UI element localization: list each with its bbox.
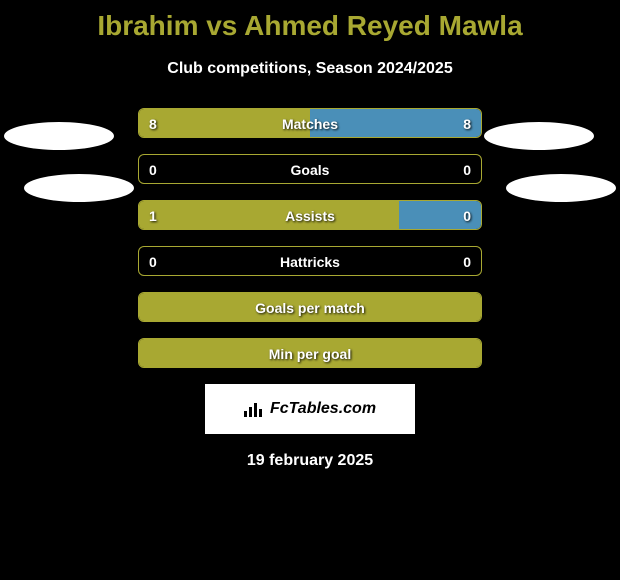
bar-row: 88Matches <box>0 108 620 138</box>
bar-track: 00Hattricks <box>138 246 482 276</box>
comparison-infographic: Ibrahim vs Ahmed Reyed Mawla Club compet… <box>0 0 620 580</box>
footer-logo-text: FcTables.com <box>270 400 376 418</box>
bar-track: Min per goal <box>138 338 482 368</box>
bar-label: Goals <box>139 155 481 184</box>
bar-label: Goals per match <box>139 293 481 322</box>
bar-label: Assists <box>139 201 481 230</box>
bar-track: Goals per match <box>138 292 482 322</box>
bar-track: 88Matches <box>138 108 482 138</box>
bar-track: 10Assists <box>138 200 482 230</box>
bars-area: 88Matches 00Goals 10Assists 00Hattricks Goal… <box>0 108 620 368</box>
bar-row: 10Assists <box>0 200 620 230</box>
bar-track: 00Goals <box>138 154 482 184</box>
page-subtitle: Club competitions, Season 2024/2025 <box>0 60 620 78</box>
bar-label: Hattricks <box>139 247 481 276</box>
bar-row: 00Goals <box>0 154 620 184</box>
page-title: Ibrahim vs Ahmed Reyed Mawla <box>0 0 620 42</box>
bar-label: Min per goal <box>139 339 481 368</box>
footer-logo: FcTables.com <box>205 384 415 434</box>
chart-icon <box>244 401 264 417</box>
bar-row: Goals per match <box>0 292 620 322</box>
bar-row: 00Hattricks <box>0 246 620 276</box>
bar-row: Min per goal <box>0 338 620 368</box>
date-label: 19 february 2025 <box>0 452 620 470</box>
bar-label: Matches <box>139 109 481 138</box>
